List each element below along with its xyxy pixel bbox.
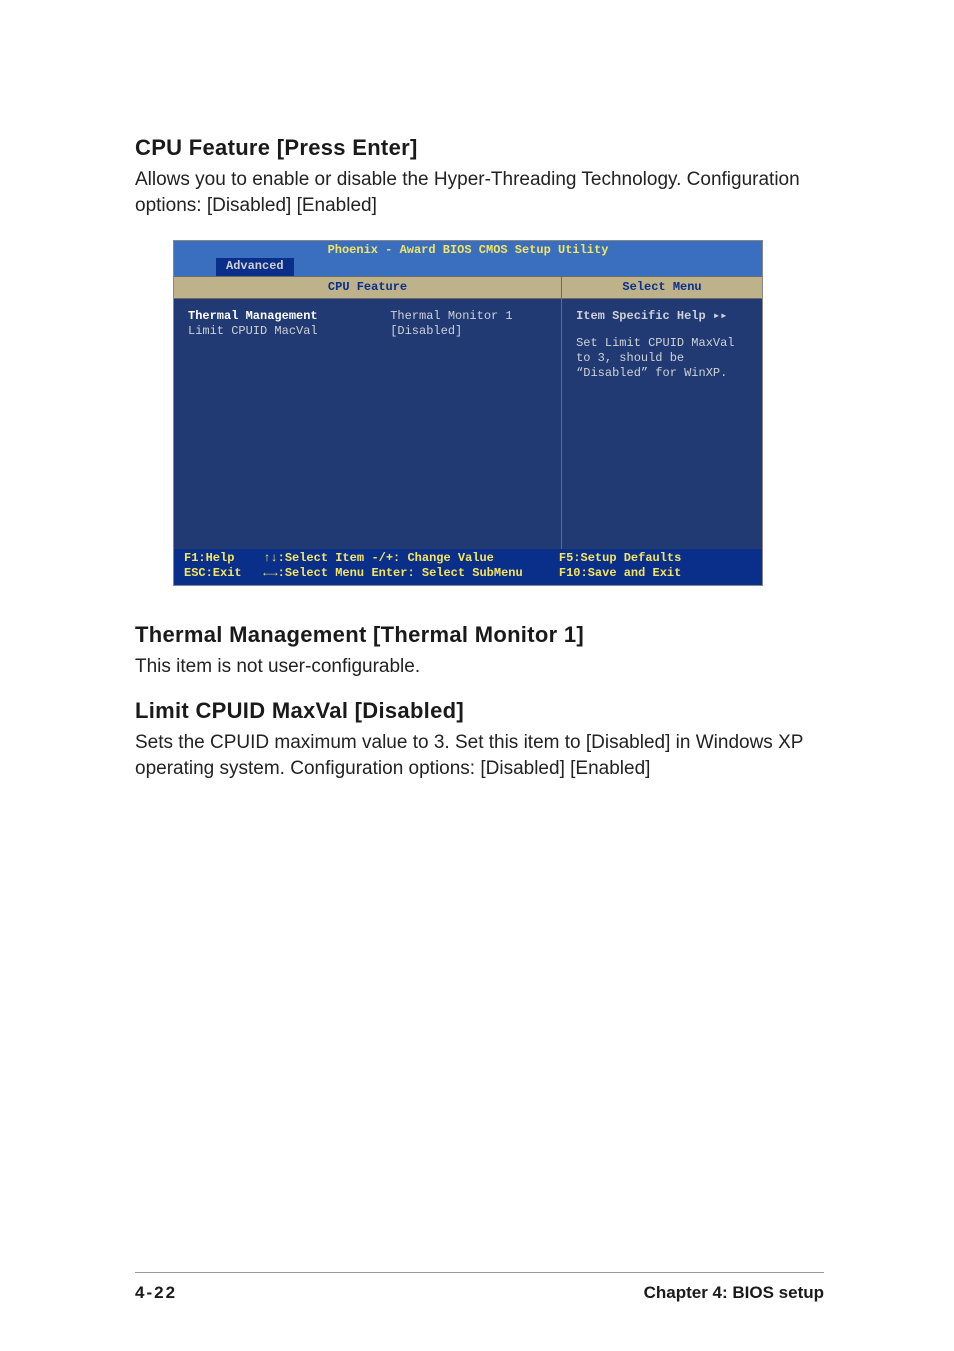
body-limit-cpuid: Sets the CPUID maximum value to 3. Set t… (135, 730, 824, 781)
page-footer: 4-22 Chapter 4: BIOS setup (135, 1272, 824, 1303)
heading-limit-cpuid: Limit CPUID MaxVal [Disabled] (135, 698, 824, 724)
bios-help-body: Set Limit CPUID MaxVal to 3, should be “… (576, 336, 750, 381)
page-number: 4-22 (135, 1283, 177, 1303)
bios-screenshot: Phoenix - Award BIOS CMOS Setup Utility … (173, 240, 763, 586)
bios-setting-label: Limit CPUID MacVal (188, 324, 390, 339)
bios-setting-value: Thermal Monitor 1 (390, 309, 549, 324)
bios-footer-keys-2: -/+: Change Value Enter: Select SubMenu (371, 551, 558, 581)
bios-help-panel: Item Specific Help ▸▸ Set Limit CPUID Ma… (562, 299, 762, 549)
bios-setting-row[interactable]: Thermal Management Thermal Monitor 1 (188, 309, 549, 324)
bios-footer: F1:Help ↑↓:Select Item ESC:Exit ←→:Selec… (174, 549, 762, 585)
bios-tab-row: Advanced (174, 258, 762, 276)
heading-thermal-mgmt: Thermal Management [Thermal Monitor 1] (135, 622, 824, 648)
bios-footer-keys-1: F1:Help ↑↓:Select Item ESC:Exit ←→:Selec… (184, 551, 371, 581)
bios-help-title: Item Specific Help ▸▸ (576, 309, 750, 324)
body-cpu-feature: Allows you to enable or disable the Hype… (135, 167, 824, 218)
bios-tab-advanced[interactable]: Advanced (216, 258, 294, 276)
bios-title: Phoenix - Award BIOS CMOS Setup Utility (174, 241, 762, 258)
bios-setting-value: [Disabled] (390, 324, 549, 339)
bios-footer-keys-3: F5:Setup Defaults F10:Save and Exit (559, 551, 752, 581)
chapter-title: Chapter 4: BIOS setup (644, 1283, 824, 1303)
bios-setting-row[interactable]: Limit CPUID MacVal [Disabled] (188, 324, 549, 339)
bios-right-header: Select Menu (562, 277, 762, 299)
heading-cpu-feature: CPU Feature [Press Enter] (135, 135, 824, 161)
bios-setting-label: Thermal Management (188, 309, 390, 324)
bios-left-header: CPU Feature (174, 277, 561, 299)
bios-settings-panel: Thermal Management Thermal Monitor 1 Lim… (174, 299, 561, 549)
body-thermal-mgmt: This item is not user-configurable. (135, 654, 824, 680)
